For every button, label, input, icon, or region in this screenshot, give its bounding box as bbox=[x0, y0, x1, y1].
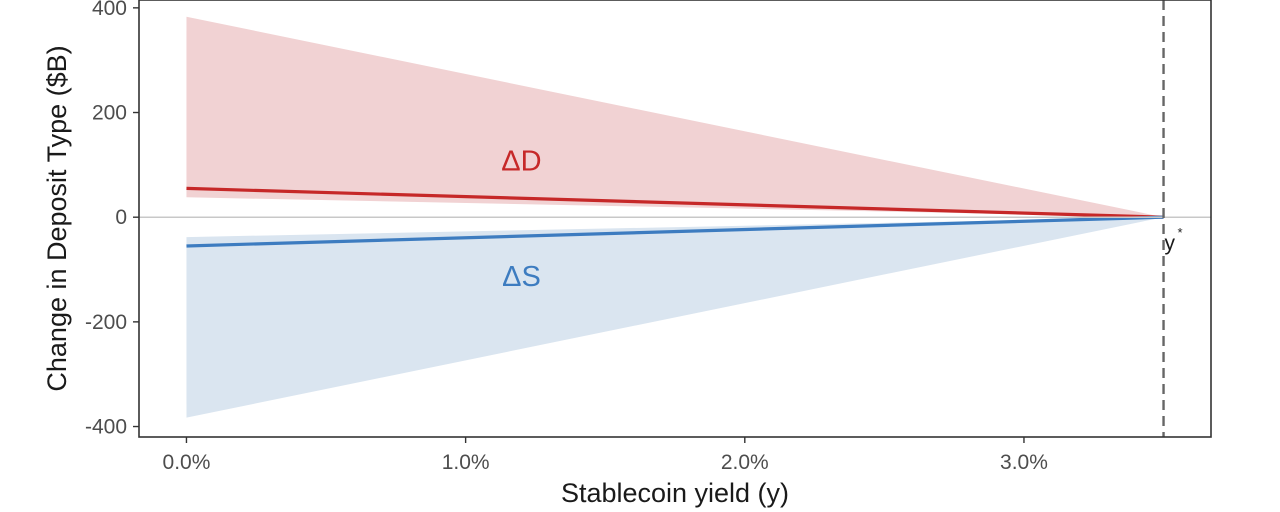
y-tick-label: 200 bbox=[92, 102, 127, 125]
reference-lines bbox=[139, 0, 1211, 437]
plot-panel-border bbox=[138, 0, 1212, 438]
confidence-bands bbox=[186, 16, 1164, 418]
x-tick-label: 2.0% bbox=[721, 451, 769, 474]
y-star-superscript: * bbox=[1178, 225, 1183, 240]
y-tick-label: -200 bbox=[85, 311, 127, 334]
y-axis-title: Change in Deposit Type ($B) bbox=[42, 45, 72, 391]
delta-s-line bbox=[186, 215, 1164, 248]
delta-d-label: ΔD bbox=[501, 146, 541, 178]
y-star-annotation: y bbox=[1165, 232, 1176, 255]
delta-d-line bbox=[186, 186, 1164, 219]
x-tick-label: 1.0% bbox=[442, 451, 490, 474]
x-tick-label: 3.0% bbox=[1000, 451, 1048, 474]
y-tick-label: -400 bbox=[85, 416, 127, 439]
series-labels: ΔD ΔS bbox=[501, 146, 541, 293]
x-axis-title: Stablecoin yield (y) bbox=[561, 478, 789, 508]
delta-s-label: ΔS bbox=[502, 261, 541, 293]
delta-s-band bbox=[186, 217, 1164, 418]
y-tick-label: 0 bbox=[115, 206, 127, 229]
x-tick-label: 0.0% bbox=[163, 451, 211, 474]
y-tick-label: 400 bbox=[92, 0, 127, 20]
y-axis: 400 200 0 -200 -400 bbox=[85, 0, 139, 439]
x-axis: 0.0% 1.0% 2.0% 3.0% bbox=[163, 437, 1048, 474]
delta-d-band bbox=[186, 16, 1164, 218]
series-lines bbox=[186, 186, 1164, 248]
